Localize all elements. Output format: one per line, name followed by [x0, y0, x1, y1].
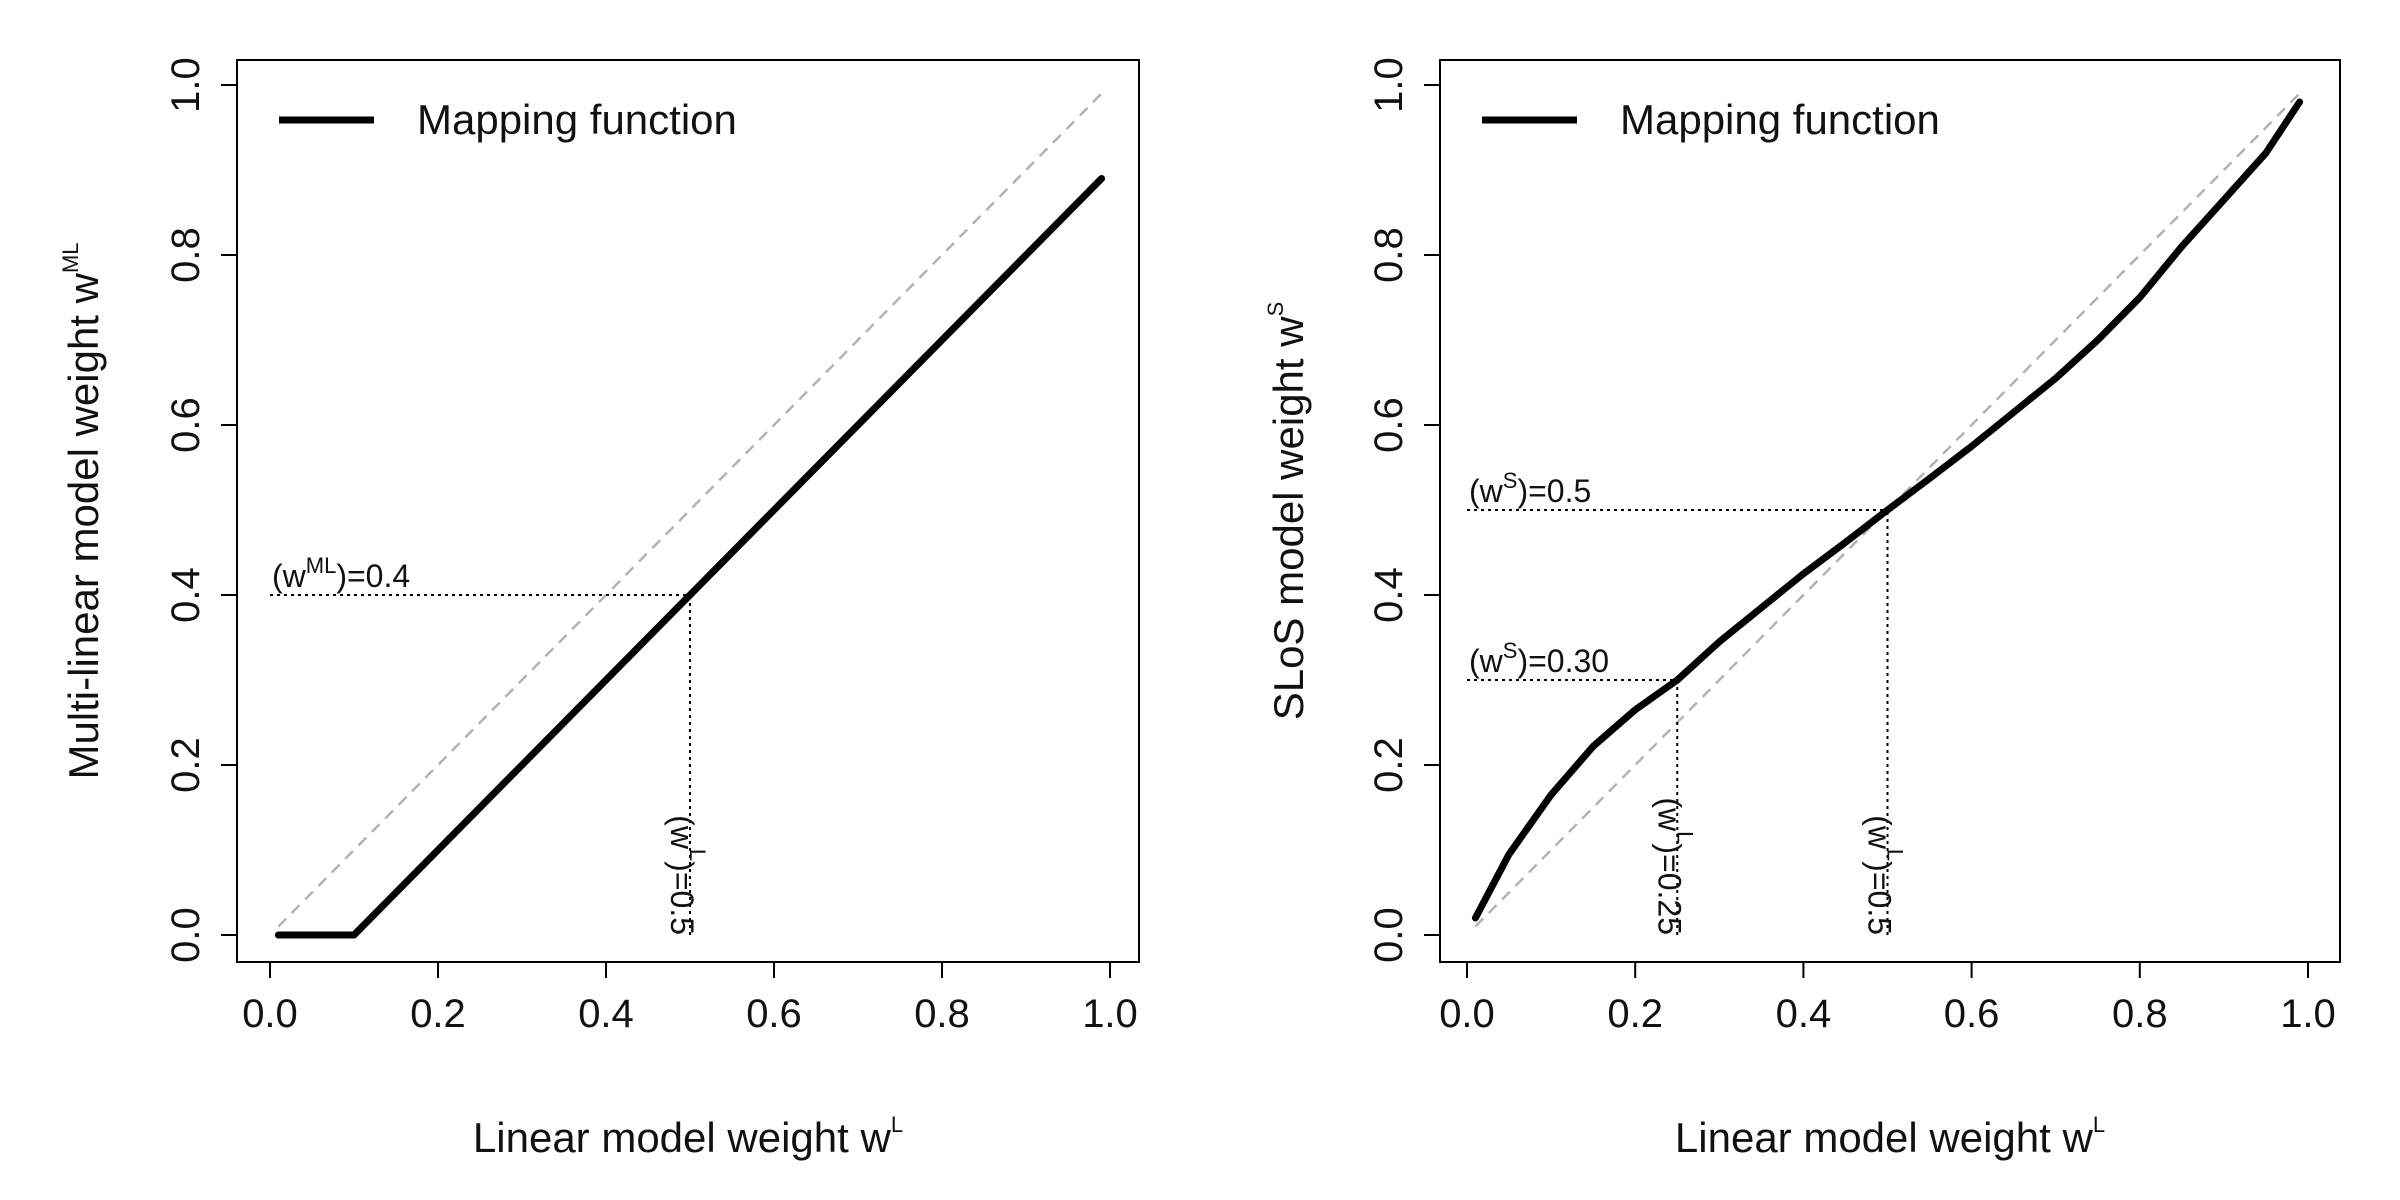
- annotation-superscript: L: [1672, 831, 1697, 843]
- x-tick-label: 0.4: [578, 992, 634, 1036]
- horizontal-guide-label: (wML)=0.4: [272, 553, 410, 594]
- annotation-suffix: )=0.25: [1651, 843, 1687, 935]
- legend-label: Mapping function: [417, 96, 737, 143]
- x-tick-label: 0.2: [1607, 992, 1663, 1036]
- plot-frame: [236, 59, 1140, 963]
- x-tick-label: 0.8: [914, 992, 970, 1036]
- annotation-prefix: (w: [1861, 815, 1897, 850]
- x-axis-label-superscript: L: [891, 1112, 903, 1137]
- horizontal-guide-label: (wS)=0.30: [1469, 638, 1609, 679]
- y-axis-label: SLoS model weight wS: [1263, 302, 1312, 721]
- y-axis-label-text: SLoS model weight w: [1265, 316, 1312, 721]
- y-tick-label: 0.0: [1367, 907, 1411, 963]
- x-tick-label: 0.0: [1439, 992, 1495, 1036]
- vertical-guide-label: (wL)=0.5: [1861, 815, 1907, 935]
- y-tick-label: 1.0: [164, 57, 208, 113]
- x-tick-label: 0.2: [410, 992, 466, 1036]
- x-axis-label: Linear model weight wL: [473, 1112, 903, 1161]
- vertical-guide-label: (wL)=0.25: [1651, 797, 1697, 935]
- horizontal-guide-label: (wS)=0.5: [1469, 468, 1591, 509]
- annotation-prefix: (w: [664, 815, 700, 850]
- annotation-superscript: ML: [306, 553, 337, 578]
- y-axis-label-superscript: ML: [58, 242, 83, 273]
- y-tick-label: 0.2: [164, 737, 208, 793]
- x-tick-label: 0.8: [2112, 992, 2168, 1036]
- y-tick-label: 1.0: [1367, 57, 1411, 113]
- vertical-guide-label: (wL)=0.5: [664, 815, 710, 935]
- y-tick-label: 0.8: [164, 227, 208, 283]
- x-tick-label: 0.6: [1944, 992, 2000, 1036]
- x-axis-label-superscript: L: [2093, 1112, 2105, 1137]
- legend-label: Mapping function: [1620, 96, 1940, 143]
- plot-frame: [1439, 59, 2341, 963]
- y-tick-label: 0.6: [164, 397, 208, 453]
- y-tick-label: 0.4: [1367, 567, 1411, 623]
- y-axis-label: Multi-linear model weight wML: [58, 242, 107, 779]
- x-tick-label: 0.0: [242, 992, 298, 1036]
- x-tick-label: 1.0: [2280, 992, 2336, 1036]
- annotation-prefix: (w: [1469, 473, 1504, 509]
- annotation-prefix: (w: [272, 558, 307, 594]
- y-tick-label: 0.8: [1367, 227, 1411, 283]
- annotation-suffix: )=0.5: [1517, 473, 1591, 509]
- y-axis-label-superscript: S: [1263, 302, 1288, 317]
- x-tick-label: 1.0: [1082, 992, 1138, 1036]
- y-tick-label: 0.4: [164, 567, 208, 623]
- x-axis-label-text: Linear model weight w: [473, 1114, 892, 1161]
- y-axis-label-text: Multi-linear model weight w: [60, 272, 107, 779]
- y-tick-label: 0.0: [164, 907, 208, 963]
- y-tick-label: 0.6: [1367, 397, 1411, 453]
- annotation-superscript: L: [1883, 849, 1908, 861]
- annotation-suffix: )=0.5: [1861, 861, 1897, 935]
- x-axis-label: Linear model weight wL: [1675, 1112, 2105, 1161]
- annotation-prefix: (w: [1469, 643, 1504, 679]
- x-tick-label: 0.4: [1776, 992, 1832, 1036]
- annotation-superscript: S: [1503, 638, 1518, 663]
- right-panel: 0.0 0.2 0.4 0.6 0.8 1.0 0.0 0.2 0.4 0.6 0.8 1.0 Line…: [1263, 57, 2341, 1161]
- annotation-suffix: )=0.4: [336, 558, 410, 594]
- mapping-function-line: [274, 175, 1106, 939]
- left-panel: 0.0 0.2 0.4 0.6 0.8 1.0 0.0 0.2 0.4 0.6 0.8 1.0 Line…: [58, 57, 1140, 1161]
- annotation-suffix: )=0.30: [1517, 643, 1609, 679]
- identity-reference-line: [277, 92, 1103, 928]
- x-axis-label-text: Linear model weight w: [1675, 1114, 2094, 1161]
- annotation-superscript: S: [1503, 468, 1518, 493]
- y-tick-label: 0.2: [1367, 737, 1411, 793]
- identity-reference-line: [1474, 92, 2301, 928]
- x-tick-label: 0.6: [746, 992, 802, 1036]
- annotation-superscript: L: [685, 849, 710, 861]
- mapping-function-line: [1471, 98, 2304, 922]
- annotation-suffix: )=0.5: [664, 861, 700, 935]
- annotation-prefix: (w: [1651, 797, 1687, 832]
